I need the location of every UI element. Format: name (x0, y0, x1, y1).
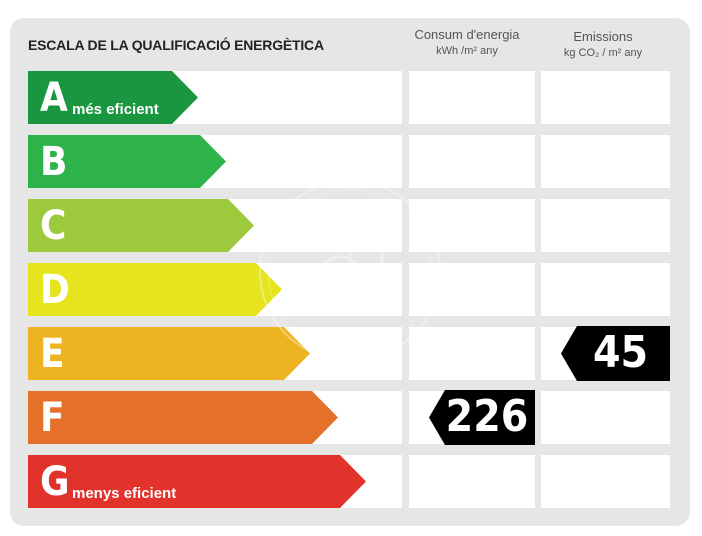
rating-letter-f: F (40, 395, 65, 441)
emissions-cell-c (541, 199, 670, 252)
emissions-cell-b (541, 135, 670, 188)
consumption-value: 226 (445, 391, 529, 442)
rating-letter-e: E (40, 331, 65, 377)
consumption-cell-c (409, 199, 535, 252)
emissions-header-unit: kg CO₂ / m² any (563, 47, 643, 59)
rating-arrow-g (28, 455, 366, 508)
rating-arrow-b (28, 135, 226, 188)
consumption-header-label: Consum d'energia (414, 27, 520, 42)
rating-caption-a: més eficient (72, 101, 159, 118)
consumption-header-unit: kWh /m² any (436, 45, 498, 57)
rating-letter-b: B (40, 139, 68, 185)
consumption-cell-b (409, 135, 535, 188)
consumption-cell-e (409, 327, 535, 380)
watermark-logo (259, 180, 441, 362)
consumption-cell-d (409, 263, 535, 316)
consumption-marker (429, 390, 535, 445)
rating-arrow-d (28, 263, 282, 316)
consumption-cell-a (409, 71, 535, 124)
rating-caption-g: menys eficient (72, 485, 177, 502)
rating-letter-a: A (40, 75, 68, 121)
rating-letter-c: C (40, 203, 67, 249)
rating-letter-d: D (40, 267, 70, 313)
rating-arrow-e (28, 327, 310, 380)
emissions-cell-g (541, 455, 670, 508)
emissions-column-header: Emissions kg CO₂ / m² any (540, 28, 666, 62)
page-title: ESCALA DE LA QUALIFICACIÓ ENERGÈTICA (28, 37, 324, 53)
consumption-cell-g (409, 455, 535, 508)
emissions-value: 45 (592, 327, 649, 378)
rating-letter-g: G (40, 459, 70, 505)
emissions-cell-d (541, 263, 670, 316)
rating-arrow-c (28, 199, 254, 252)
rating-arrow-a (28, 71, 198, 124)
emissions-header-label: Emissions (573, 29, 633, 44)
emissions-marker (561, 326, 670, 381)
consumption-column-header: Consum d'energia kWh /m² any (405, 26, 529, 60)
rating-arrow-f (28, 391, 338, 444)
emissions-cell-a (541, 71, 670, 124)
emissions-cell-f (541, 391, 670, 444)
